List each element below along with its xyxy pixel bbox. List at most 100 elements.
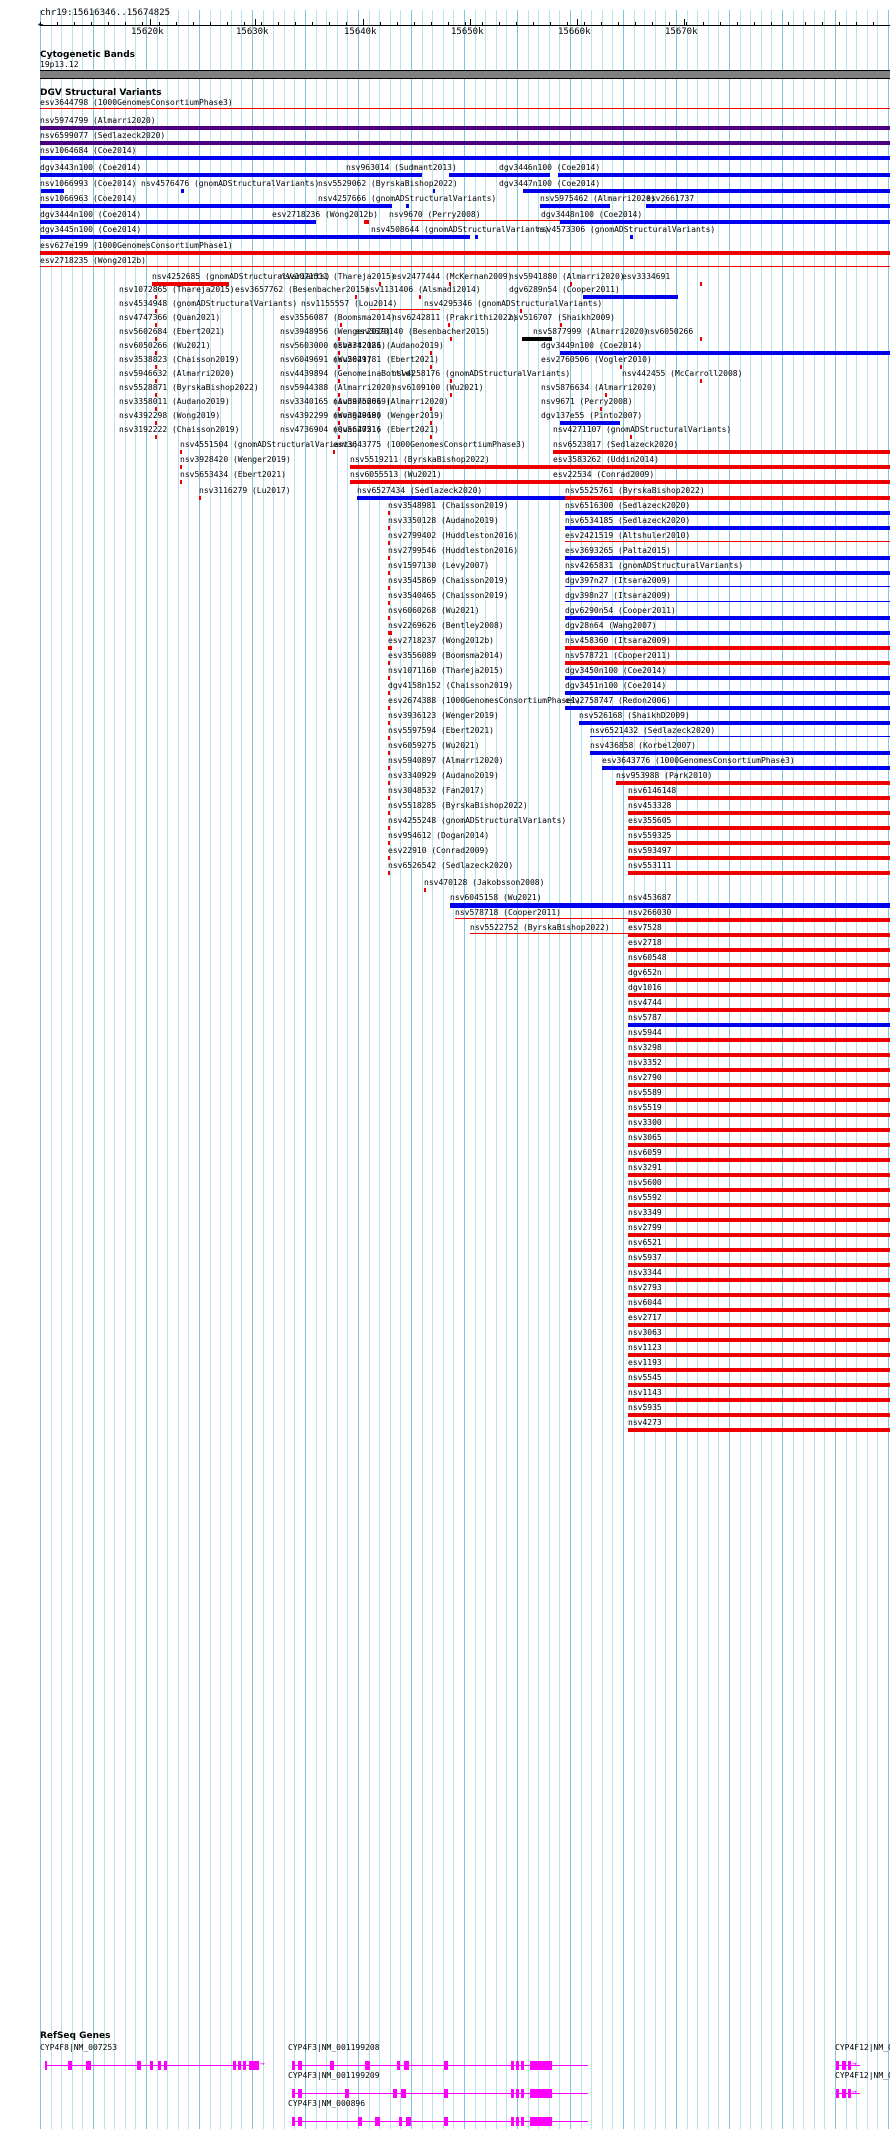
variant-label[interactable]: nsv1066993 (Coe2014) bbox=[40, 179, 137, 188]
gene-exon[interactable] bbox=[521, 2061, 524, 2070]
variant-bar[interactable] bbox=[628, 1053, 890, 1057]
variant-label[interactable]: nsv3350128 (Audano2019) bbox=[388, 516, 499, 525]
variant-bar[interactable] bbox=[388, 781, 390, 785]
variant-label[interactable]: nsv6044 bbox=[628, 1298, 662, 1307]
variant-bar[interactable] bbox=[628, 1413, 890, 1417]
variant-label[interactable]: nsv3340165 (Audano2019) bbox=[280, 397, 391, 406]
variant-label[interactable]: dgv3444n100 (Coe2014) bbox=[40, 210, 142, 219]
gene-exon[interactable] bbox=[292, 2089, 295, 2098]
variant-bar[interactable] bbox=[628, 1173, 890, 1177]
gene-label[interactable]: CYP4F12|NM_0239 bbox=[835, 2071, 890, 2080]
variant-bar[interactable] bbox=[565, 676, 890, 680]
variant-bar[interactable] bbox=[628, 1308, 890, 1312]
variant-label[interactable]: nsv593497 bbox=[628, 846, 672, 855]
variant-bar[interactable] bbox=[40, 204, 392, 208]
variant-label[interactable]: esv3643776 (1000GenomesConsortiumPhase3) bbox=[602, 756, 795, 765]
variant-bar[interactable] bbox=[628, 1113, 890, 1117]
variant-label[interactable]: esv3670140 (Besenbacher2015) bbox=[355, 327, 490, 336]
variant-label[interactable]: esv1193 bbox=[628, 1358, 662, 1367]
variant-label[interactable]: nsv2790 bbox=[628, 1073, 662, 1082]
gene-exon[interactable] bbox=[68, 2061, 72, 2070]
variant-bar[interactable] bbox=[338, 393, 340, 397]
gene-exon[interactable] bbox=[848, 2089, 851, 2098]
variant-label[interactable]: nsv4736904 (Quan2021) bbox=[280, 425, 382, 434]
variant-label[interactable]: nsv6060268 (Wu2021) bbox=[388, 606, 480, 615]
variant-bar[interactable] bbox=[350, 465, 890, 469]
variant-label[interactable]: nsv6059 bbox=[628, 1148, 662, 1157]
variant-label[interactable]: nsv1143 bbox=[628, 1388, 662, 1397]
variant-bar[interactable] bbox=[590, 736, 890, 737]
variant-bar[interactable] bbox=[628, 1428, 890, 1432]
variant-bar[interactable] bbox=[628, 1083, 890, 1087]
gene-exon[interactable] bbox=[521, 2089, 524, 2098]
variant-label[interactable]: nsv954612 (Dogan2014) bbox=[388, 831, 490, 840]
variant-label[interactable]: esv2718236 (Wong2012b) bbox=[272, 210, 378, 219]
variant-label[interactable]: nsv9671 (Perry2008) bbox=[541, 397, 633, 406]
variant-bar[interactable] bbox=[40, 220, 316, 224]
gene-exon[interactable] bbox=[444, 2117, 448, 2126]
variant-bar[interactable] bbox=[388, 526, 390, 530]
variant-bar[interactable] bbox=[388, 661, 390, 665]
variant-label[interactable]: nsv5975666 (Almarri2020) bbox=[333, 397, 449, 406]
variant-label[interactable]: nsv453328 bbox=[628, 801, 672, 810]
variant-bar[interactable] bbox=[155, 337, 157, 341]
variant-bar[interactable] bbox=[364, 220, 369, 224]
variant-bar[interactable] bbox=[40, 156, 890, 160]
gene-exon[interactable] bbox=[86, 2061, 91, 2070]
variant-bar[interactable] bbox=[700, 282, 702, 286]
variant-bar[interactable] bbox=[628, 918, 890, 922]
gene-label[interactable]: CYP4F3|NM_001199209 bbox=[288, 2071, 380, 2080]
variant-label[interactable]: esv2477444 (McKernan2009) bbox=[392, 272, 513, 281]
variant-bar[interactable] bbox=[628, 1353, 890, 1357]
variant-label[interactable]: esv627e199 (1000GenomesConsortiumPhase1) bbox=[40, 241, 233, 250]
variant-bar[interactable] bbox=[523, 189, 890, 193]
variant-bar[interactable] bbox=[560, 323, 562, 327]
variant-bar[interactable] bbox=[565, 706, 890, 710]
gene-exon[interactable] bbox=[243, 2061, 246, 2070]
variant-bar[interactable] bbox=[553, 450, 890, 454]
gene-exon[interactable] bbox=[511, 2089, 514, 2098]
variant-label[interactable]: esv2718 bbox=[628, 938, 662, 947]
variant-bar[interactable] bbox=[565, 526, 890, 530]
variant-bar[interactable] bbox=[180, 480, 182, 484]
variant-bar[interactable] bbox=[180, 465, 182, 469]
variant-label[interactable]: nsv4258176 (gnomADStructuralVariants) bbox=[392, 369, 571, 378]
variant-label[interactable]: nsv3548981 (Chaisson2019) bbox=[388, 501, 509, 510]
gene-exon[interactable] bbox=[399, 2117, 402, 2126]
variant-bar[interactable] bbox=[448, 323, 450, 327]
variant-bar[interactable] bbox=[565, 511, 890, 515]
variant-label[interactable]: nsv578721 (Cooper2011) bbox=[565, 651, 671, 660]
variant-bar[interactable] bbox=[449, 173, 550, 177]
variant-label[interactable]: nsv5787 bbox=[628, 1013, 662, 1022]
variant-bar[interactable] bbox=[338, 421, 340, 425]
variant-label[interactable]: nsv6516300 (Sedlazeck2020) bbox=[565, 501, 691, 510]
variant-label[interactable]: nsv6534185 (Sedlazeck2020) bbox=[565, 516, 691, 525]
gene-exon[interactable] bbox=[330, 2061, 334, 2070]
variant-label[interactable]: nsv3063 bbox=[628, 1328, 662, 1337]
variant-label[interactable]: nsv6242811 (Prakrithi2022) bbox=[392, 313, 518, 322]
gene-exon[interactable] bbox=[238, 2061, 241, 2070]
variant-bar[interactable] bbox=[155, 393, 157, 397]
variant-label[interactable]: nsv3358011 (Audano2019) bbox=[119, 397, 230, 406]
variant-label[interactable]: nsv9670 (Perry2008) bbox=[389, 210, 481, 219]
variant-label[interactable]: dgv1016 bbox=[628, 983, 662, 992]
variant-bar[interactable] bbox=[565, 601, 890, 602]
variant-bar[interactable] bbox=[338, 365, 340, 369]
gene-exon[interactable] bbox=[530, 2089, 552, 2098]
variant-label[interactable]: nsv4392299 (Wong2019) bbox=[280, 411, 382, 420]
variant-bar[interactable] bbox=[181, 189, 184, 193]
variant-label[interactable]: nsv3065 bbox=[628, 1133, 662, 1142]
variant-label[interactable]: esv3556087 (Boomsma2014) bbox=[280, 313, 396, 322]
variant-label[interactable]: nsv3545869 (Chaisson2019) bbox=[388, 576, 509, 585]
variant-label[interactable]: nsv470128 (Jakobsson2008) bbox=[424, 878, 545, 887]
variant-label[interactable]: dgv3447n100 (Coe2014) bbox=[499, 179, 601, 188]
variant-label[interactable]: nsv2269626 (Bentley2008) bbox=[388, 621, 504, 630]
variant-bar[interactable] bbox=[388, 556, 390, 560]
variant-bar[interactable] bbox=[180, 450, 182, 454]
variant-bar[interactable] bbox=[628, 1263, 890, 1267]
variant-bar[interactable] bbox=[406, 204, 409, 208]
variant-label[interactable]: nsv3048532 (Fan2017) bbox=[388, 786, 485, 795]
variant-label[interactable]: nsv436858 (Korbel2007) bbox=[590, 741, 696, 750]
variant-label[interactable]: nsv4257666 (gnomADStructuralVariants) bbox=[318, 194, 497, 203]
variant-bar[interactable] bbox=[628, 1023, 890, 1027]
